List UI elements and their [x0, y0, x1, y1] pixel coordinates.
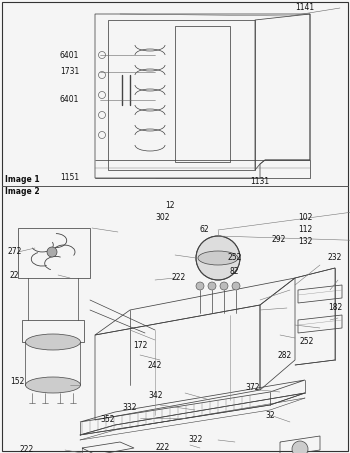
Text: 252: 252 [228, 254, 242, 262]
Text: Image 2: Image 2 [5, 188, 40, 197]
Text: 1141: 1141 [295, 4, 314, 13]
Text: 1131: 1131 [250, 178, 269, 187]
Circle shape [47, 247, 57, 257]
Text: Image 1: Image 1 [5, 175, 40, 184]
Text: 6401: 6401 [60, 50, 79, 59]
Text: 62: 62 [200, 226, 210, 235]
Text: 6401: 6401 [60, 96, 79, 105]
Text: 252: 252 [300, 337, 314, 347]
Text: 222: 222 [172, 274, 186, 283]
Text: 372: 372 [245, 384, 259, 392]
Text: 222: 222 [155, 443, 169, 453]
Circle shape [196, 236, 240, 280]
Circle shape [232, 282, 240, 290]
Text: 342: 342 [148, 390, 162, 400]
Text: 282: 282 [278, 351, 292, 360]
Text: 82: 82 [230, 268, 239, 276]
Text: 1151: 1151 [60, 173, 79, 183]
Text: 222: 222 [20, 445, 34, 453]
Circle shape [292, 441, 308, 453]
Text: 22: 22 [10, 270, 20, 280]
Ellipse shape [26, 377, 80, 393]
Text: 102: 102 [298, 213, 312, 222]
Text: 1731: 1731 [60, 67, 79, 77]
Text: 152: 152 [10, 377, 25, 386]
Circle shape [208, 282, 216, 290]
Text: 232: 232 [328, 254, 342, 262]
Text: 292: 292 [272, 236, 286, 245]
Text: 352: 352 [100, 415, 114, 424]
Text: 182: 182 [328, 304, 342, 313]
Text: 242: 242 [148, 361, 162, 370]
Text: 132: 132 [298, 237, 312, 246]
Circle shape [196, 282, 204, 290]
Ellipse shape [198, 251, 238, 265]
Text: 112: 112 [298, 226, 312, 235]
Ellipse shape [26, 334, 80, 350]
Text: 272: 272 [8, 247, 22, 256]
Text: 32: 32 [265, 410, 275, 419]
Text: 322: 322 [188, 435, 202, 444]
Circle shape [220, 282, 228, 290]
Text: 172: 172 [133, 341, 147, 350]
Text: 302: 302 [155, 213, 169, 222]
Text: 12: 12 [165, 201, 175, 209]
Text: 332: 332 [122, 404, 136, 413]
